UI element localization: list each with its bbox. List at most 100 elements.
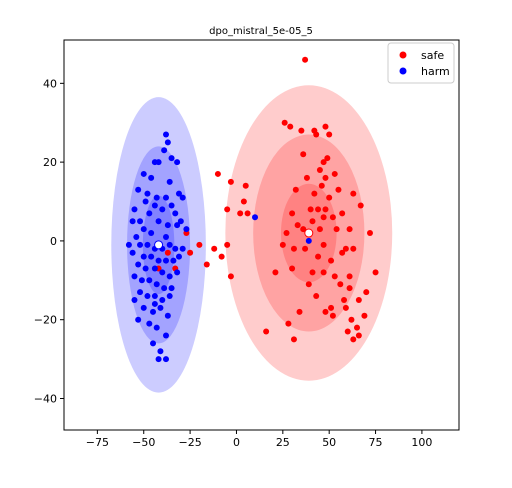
harm-point: [150, 308, 157, 315]
chart-title: dpo_mistral_5e-05_5: [209, 26, 313, 37]
harm-point: [166, 273, 173, 280]
safe-point: [311, 190, 318, 197]
harm-point: [137, 241, 144, 248]
harm-point: [135, 261, 142, 268]
harm-point: [157, 348, 164, 355]
harm-point: [175, 190, 182, 197]
harm-point: [168, 285, 175, 292]
safe-point: [341, 297, 348, 303]
safe-point: [203, 261, 210, 268]
harm-point: [159, 206, 166, 213]
harm-point: [164, 312, 171, 319]
safe-point: [354, 324, 361, 331]
safe-point: [357, 202, 364, 209]
safe-point: [331, 273, 338, 280]
safe-point: [335, 186, 342, 193]
harm-point: [168, 155, 175, 162]
harm-point: [151, 293, 158, 300]
harm-point: [144, 241, 151, 248]
safe-point: [337, 281, 344, 288]
safe-point: [322, 123, 329, 130]
harm-point: [166, 241, 173, 248]
safe-point: [346, 285, 353, 292]
harm-point: [166, 178, 173, 185]
safe-point: [333, 226, 340, 233]
safe-point: [263, 328, 270, 335]
x-tick-label: 25: [276, 436, 290, 449]
safe-point: [289, 265, 296, 272]
harm-point: [148, 230, 155, 237]
safe-point: [329, 312, 336, 319]
harm-point: [155, 159, 162, 166]
safe-point: [300, 151, 307, 158]
harm-point: [131, 273, 138, 280]
safe-point: [313, 293, 320, 300]
harm-point: [177, 218, 184, 225]
safe-point: [296, 308, 303, 315]
safe-point: [303, 174, 310, 181]
safe-point: [366, 230, 373, 237]
safe-point: [348, 316, 355, 323]
safe-point: [309, 269, 316, 276]
safe-point: [372, 269, 379, 276]
safe-point: [302, 56, 309, 63]
legend: safe harm: [387, 42, 455, 84]
harm-point: [131, 297, 138, 303]
safe-point: [322, 206, 329, 213]
safe-point: [289, 210, 296, 217]
safe-point: [285, 320, 292, 327]
safe-centroid: [304, 228, 314, 238]
safe-point: [355, 297, 362, 303]
safe-point: [294, 222, 301, 229]
harm-point: [162, 356, 169, 363]
harm-point: [137, 289, 144, 296]
harm-point: [140, 253, 147, 260]
harm-point: [168, 202, 175, 209]
safe-point: [302, 245, 309, 252]
safe-point: [326, 194, 333, 201]
harm-point: [161, 285, 168, 292]
safe-point: [283, 230, 290, 237]
harm-point: [146, 320, 153, 327]
safe-point: [242, 182, 249, 189]
harm-point: [129, 249, 136, 256]
harm-point: [133, 233, 140, 240]
harm-point: [138, 277, 145, 284]
harm-point: [142, 265, 149, 272]
safe-point: [328, 304, 335, 311]
safe-point: [287, 123, 294, 130]
centroids-layer: [154, 228, 314, 250]
safe-point: [279, 241, 286, 248]
safe-point: [315, 206, 322, 213]
harm-point: [170, 257, 177, 264]
safe-point: [342, 304, 349, 311]
harm-point: [151, 300, 158, 307]
safe-point: [224, 241, 231, 248]
safe-point: [313, 131, 320, 138]
safe-point: [318, 182, 325, 189]
x-tick-label: −75: [86, 436, 109, 449]
safe-point: [290, 336, 297, 343]
harm-point: [172, 210, 179, 217]
x-tick-label: 75: [369, 436, 383, 449]
harm-point: [151, 265, 158, 272]
safe-point: [164, 249, 171, 256]
legend-safe-label: safe: [421, 49, 444, 62]
safe-point: [316, 167, 323, 173]
safe-point: [329, 214, 336, 221]
safe-point: [339, 249, 346, 256]
harm-point: [131, 206, 138, 213]
safe-point: [320, 159, 327, 166]
harm-point: [153, 281, 160, 288]
safe-point: [224, 206, 231, 213]
safe-point: [344, 328, 351, 335]
safe-point: [361, 312, 368, 319]
safe-point: [320, 241, 327, 248]
safe-point: [300, 226, 307, 233]
harm-point: [174, 269, 181, 276]
safe-point: [346, 226, 353, 233]
x-axis: −75 −50 −25 0 25 50 75 100: [86, 430, 432, 449]
safe-point: [292, 186, 299, 193]
safe-point: [298, 127, 305, 134]
harm-point: [159, 269, 166, 276]
